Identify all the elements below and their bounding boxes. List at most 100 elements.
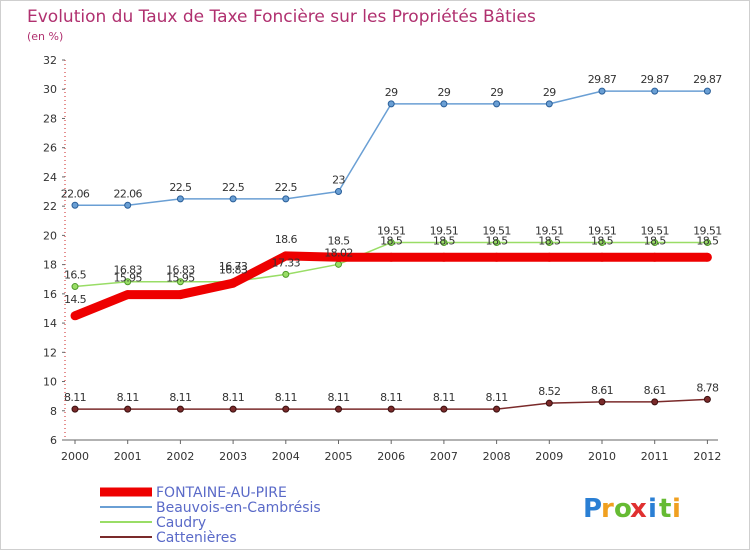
data-label: 22.06 [61, 187, 90, 200]
data-label: 19.51 [535, 225, 564, 238]
data-point [124, 405, 132, 413]
data-point [335, 405, 342, 413]
data-label: 8.11 [117, 391, 139, 404]
data-point [70, 311, 80, 321]
data-label: 29.87 [588, 73, 617, 86]
data-label: 16.83 [166, 264, 195, 277]
data-point [334, 252, 343, 262]
data-label: 17.33 [272, 256, 301, 269]
logo-letter: x [630, 494, 647, 524]
data-label: 29 [437, 86, 450, 99]
data-point [387, 405, 395, 413]
data-point [124, 201, 132, 209]
data-label: 8.11 [169, 391, 191, 404]
x-tick-label: 2007 [430, 450, 458, 463]
data-point [650, 252, 660, 262]
logo-letter: i [672, 494, 681, 524]
data-point [229, 405, 237, 413]
data-point [71, 405, 79, 413]
proxiti-logo: Pr ox i t i [583, 494, 681, 524]
data-label: 16.73 [219, 260, 248, 273]
data-label: 19.51 [693, 225, 722, 238]
y-tick-label: 14 [43, 317, 57, 330]
data-label: 19.51 [430, 225, 459, 238]
data-point [71, 283, 79, 291]
data-point [440, 239, 448, 247]
data-point [335, 188, 342, 196]
data-point [493, 405, 501, 413]
data-point [597, 252, 607, 262]
data-point [124, 278, 132, 286]
y-tick-label: 24 [43, 171, 57, 184]
data-label: 8.11 [486, 391, 508, 404]
data-point [440, 405, 448, 413]
data-label: 18.5 [591, 234, 614, 247]
data-point [123, 290, 133, 300]
data-label: 19.51 [640, 225, 669, 238]
x-tick-label: 2004 [272, 450, 300, 463]
y-tick-label: 8 [50, 405, 57, 418]
data-label: 15.95 [166, 272, 195, 285]
data-point [702, 252, 712, 262]
data-point [439, 252, 449, 262]
data-label: 15.95 [113, 272, 142, 285]
data-label: 16.83 [113, 264, 142, 277]
data-point [335, 260, 342, 268]
y-tick-label: 10 [43, 376, 57, 389]
data-label: 29 [385, 86, 398, 99]
data-label: 22.5 [222, 181, 245, 194]
data-label: 16.5 [64, 269, 87, 282]
data-label: 18.6 [275, 233, 298, 246]
data-point [282, 270, 290, 278]
data-label: 29.87 [693, 73, 722, 86]
legend-label: Caudry [156, 515, 206, 531]
data-label: 18.5 [644, 234, 667, 247]
x-tick-label: 2011 [641, 450, 669, 463]
data-label: 8.11 [380, 391, 402, 404]
data-label: 23 [332, 174, 345, 187]
data-point [229, 195, 237, 203]
data-point [651, 87, 659, 95]
data-point [492, 252, 502, 262]
data-point [176, 405, 184, 413]
data-label: 18.5 [433, 234, 456, 247]
logo-letter: o [614, 494, 632, 524]
data-label: 8.61 [644, 384, 666, 397]
logo-letter: P [583, 494, 602, 524]
data-label: 29 [490, 86, 503, 99]
series-caudry [71, 239, 711, 291]
data-point [493, 100, 501, 108]
logo-letter: i [648, 494, 657, 524]
data-label: 29.87 [640, 73, 669, 86]
y-tick-label: 30 [43, 83, 57, 96]
x-tick-label: 2009 [535, 450, 563, 463]
data-label: 8.11 [64, 391, 86, 404]
y-tick-label: 22 [43, 200, 57, 213]
data-point [282, 195, 290, 203]
data-label: 18.5 [486, 234, 509, 247]
x-tick-label: 2010 [588, 450, 616, 463]
y-tick-label: 26 [43, 142, 57, 155]
y-tick-label: 12 [43, 346, 57, 359]
legend-label: Cattenières [156, 530, 237, 546]
legend-label: FONTAINE-AU-PIRE [156, 485, 287, 501]
y-tick-label: 32 [43, 54, 57, 67]
data-label: 19.51 [377, 225, 406, 238]
data-label: 22.06 [113, 187, 142, 200]
x-tick-label: 2001 [114, 450, 142, 463]
data-point [228, 278, 238, 288]
y-tick-label: 28 [43, 112, 57, 125]
data-point [651, 239, 659, 247]
data-label: 19.51 [482, 225, 511, 238]
data-point [703, 239, 711, 247]
x-tick-label: 2003 [219, 450, 247, 463]
data-label: 8.52 [538, 385, 560, 398]
data-label: 8.61 [591, 384, 613, 397]
data-point [651, 398, 659, 406]
data-point [545, 399, 553, 407]
x-tick-label: 2002 [166, 450, 194, 463]
x-tick-label: 2012 [693, 450, 721, 463]
chart-title: Evolution du Taux de Taxe Foncière sur l… [27, 7, 536, 27]
data-point [493, 239, 501, 247]
data-label: 18.5 [380, 234, 403, 247]
